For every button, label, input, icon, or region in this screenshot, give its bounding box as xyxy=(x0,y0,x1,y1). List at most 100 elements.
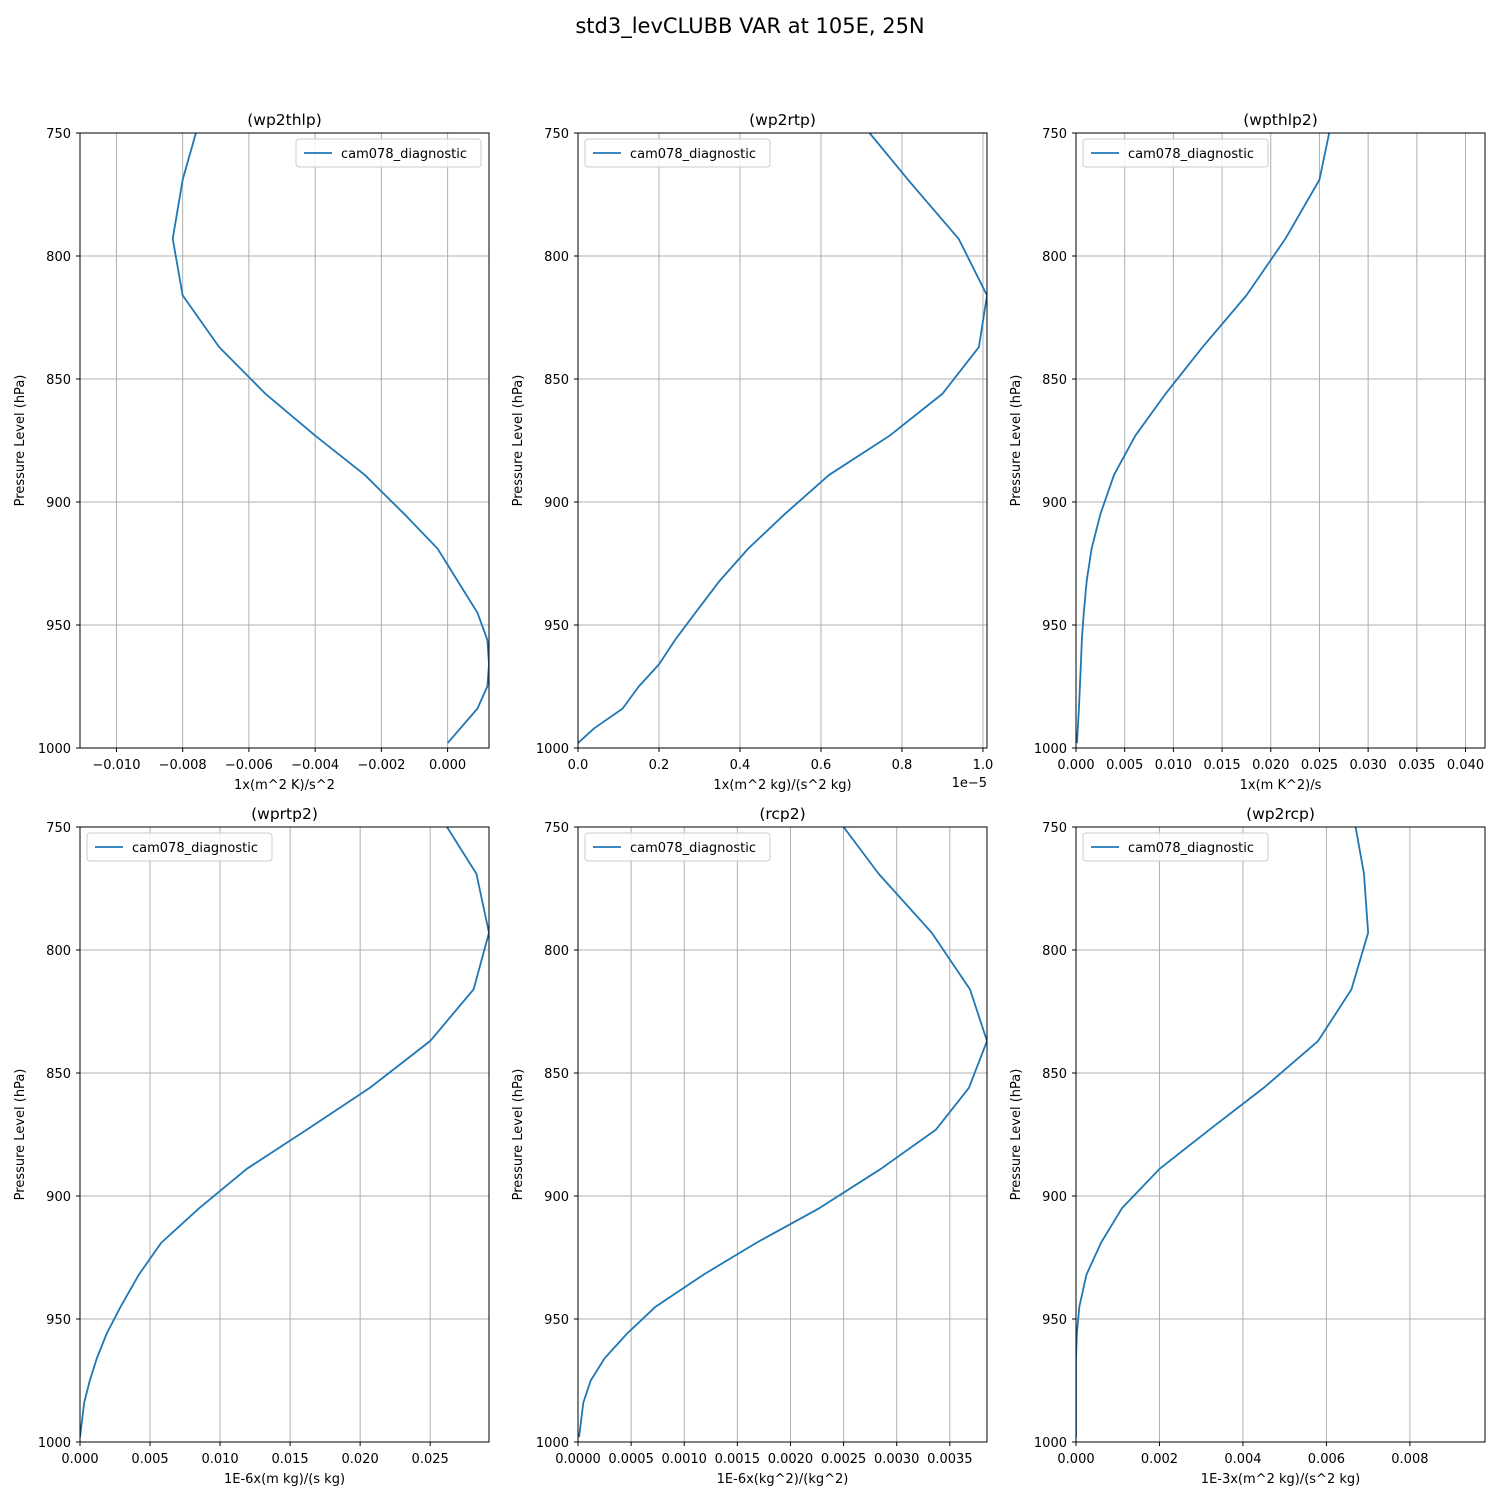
figure-title: std3_levCLUBB VAR at 105E, 25N xyxy=(575,14,925,38)
x-tick-label: −0.004 xyxy=(291,758,339,773)
legend: cam078_diagnostic xyxy=(584,138,771,168)
series-line-1 xyxy=(171,133,489,744)
y-tick-label: 900 xyxy=(544,1190,569,1205)
y-tick-label: 1000 xyxy=(38,742,71,757)
y-tick-label: 950 xyxy=(544,619,569,634)
y-axis-label: Pressure Level (hPa) xyxy=(13,1069,28,1201)
x-tick-label: 0.020 xyxy=(1252,758,1289,773)
plot-frame xyxy=(79,826,490,1443)
plot-frame xyxy=(1075,132,1486,749)
y-tick-label: 900 xyxy=(46,496,71,511)
x-tick-label: 0.0005 xyxy=(608,1452,654,1467)
x-axis-label: 1E-6x(m kg)/(s kg) xyxy=(224,1472,345,1487)
series-line-1 xyxy=(578,827,987,1438)
series-line-1 xyxy=(578,133,987,744)
legend: cam078_diagnostic xyxy=(1082,138,1269,168)
x-tick-label: 0.015 xyxy=(1203,758,1240,773)
y-tick-label: 800 xyxy=(544,250,569,265)
legend-label: cam078_diagnostic xyxy=(1128,841,1254,856)
legend: cam078_diagnostic xyxy=(1082,832,1269,862)
plot-frame xyxy=(577,826,988,1443)
x-tick-label: 0.030 xyxy=(1350,758,1387,773)
plot-frame xyxy=(79,132,490,749)
y-tick-label: 800 xyxy=(1042,944,1067,959)
x-tick-label: 0.0010 xyxy=(661,1452,707,1467)
legend-label: cam078_diagnostic xyxy=(630,147,756,162)
legend: cam078_diagnostic xyxy=(295,138,482,168)
y-axis-label: Pressure Level (hPa) xyxy=(1009,375,1024,507)
x-tick-label: 0.020 xyxy=(342,1452,379,1467)
panel-title: (wp2rtp) xyxy=(749,111,816,129)
x-tick-label: 0.0030 xyxy=(874,1452,920,1467)
y-tick-label: 750 xyxy=(46,127,71,142)
y-tick-label: 850 xyxy=(1042,1067,1067,1082)
y-tick-label: 900 xyxy=(1042,1190,1067,1205)
y-axis-label: Pressure Level (hPa) xyxy=(511,375,526,507)
x-tick-label: −0.002 xyxy=(357,758,405,773)
x-offset-text: 1e−5 xyxy=(952,776,987,791)
x-tick-label: 1.0 xyxy=(973,758,994,773)
panel-title: (wpthlp2) xyxy=(1243,111,1318,129)
y-tick-label: 750 xyxy=(544,127,569,142)
y-tick-label: 800 xyxy=(46,250,71,265)
x-tick-label: 0.0025 xyxy=(821,1452,867,1467)
x-tick-label: 0.6 xyxy=(811,758,832,773)
legend-box xyxy=(584,138,771,168)
x-tick-label: 0.005 xyxy=(1106,758,1143,773)
legend-box xyxy=(584,832,771,862)
panel-title: (wp2thlp) xyxy=(247,111,322,129)
chart-panel-3: 0.000 0.005 0.010 0.015 0.020 0.025 0.030 0.035… xyxy=(1009,111,1486,793)
x-tick-label: 0.000 xyxy=(1057,758,1094,773)
panel-title: (wp2rcp) xyxy=(1246,805,1315,823)
legend-box xyxy=(86,832,273,862)
x-axis-label: 1E-6x(kg^2)/(kg^2) xyxy=(717,1472,849,1487)
y-tick-label: 850 xyxy=(1042,373,1067,388)
x-tick-label: −0.008 xyxy=(159,758,207,773)
legend-label: cam078_diagnostic xyxy=(630,841,756,856)
x-tick-label: 0.002 xyxy=(1141,1452,1178,1467)
chart-panel-5: 0.0000 0.0005 0.0010 0.0015 0.0020 0.0025 0.00… xyxy=(511,805,988,1487)
panel-title: (wprtp2) xyxy=(251,805,318,823)
y-tick-label: 850 xyxy=(46,1067,71,1082)
x-tick-label: 0.2 xyxy=(649,758,670,773)
legend: cam078_diagnostic xyxy=(584,832,771,862)
x-tick-label: 0.004 xyxy=(1224,1452,1261,1467)
y-tick-label: 1000 xyxy=(536,1436,569,1451)
x-tick-label: 0.035 xyxy=(1398,758,1435,773)
y-tick-label: 800 xyxy=(544,944,569,959)
x-tick-label: 0.015 xyxy=(271,1452,308,1467)
legend-box xyxy=(1082,832,1269,862)
y-tick-label: 1000 xyxy=(38,1436,71,1451)
y-tick-label: 750 xyxy=(46,821,71,836)
legend-label: cam078_diagnostic xyxy=(341,147,467,162)
y-axis-label: Pressure Level (hPa) xyxy=(1009,1069,1024,1201)
y-axis-label: Pressure Level (hPa) xyxy=(13,375,28,507)
y-tick-label: 900 xyxy=(1042,496,1067,511)
y-tick-label: 950 xyxy=(1042,1313,1067,1328)
x-axis-label: 1x(m K^2)/s xyxy=(1240,778,1322,793)
chart-panel-2: 0.0 0.2 0.4 0.6 0.8 1.0 750 800 850 900 950 1000 (wp… xyxy=(511,111,993,793)
x-tick-label: −0.010 xyxy=(92,758,140,773)
series-line-1 xyxy=(1076,827,1370,1438)
y-tick-label: 1000 xyxy=(536,742,569,757)
x-tick-label: 0.0000 xyxy=(555,1452,601,1467)
y-tick-label: 750 xyxy=(544,821,569,836)
legend-label: cam078_diagnostic xyxy=(1128,147,1254,162)
y-tick-label: 950 xyxy=(544,1313,569,1328)
y-tick-label: 750 xyxy=(1042,821,1067,836)
y-tick-label: 900 xyxy=(46,1190,71,1205)
x-axis-label: 1E-3x(m^2 kg)/(s^2 kg) xyxy=(1201,1472,1360,1487)
x-tick-label: 0.006 xyxy=(1308,1452,1345,1467)
y-tick-label: 1000 xyxy=(1034,1436,1067,1451)
y-tick-label: 850 xyxy=(544,1067,569,1082)
legend-box xyxy=(1082,138,1269,168)
x-axis-label: 1x(m^2 K)/s^2 xyxy=(234,778,335,793)
x-tick-label: 0.025 xyxy=(1301,758,1338,773)
y-tick-label: 750 xyxy=(1042,127,1067,142)
x-tick-label: 0.005 xyxy=(131,1452,168,1467)
y-tick-label: 1000 xyxy=(1034,742,1067,757)
x-tick-label: 0.0 xyxy=(568,758,589,773)
chart-panel-1: −0.010 −0.008 −0.006 −0.004 −0.002 0.000 750 80… xyxy=(13,111,490,793)
plot-frame xyxy=(577,132,988,749)
